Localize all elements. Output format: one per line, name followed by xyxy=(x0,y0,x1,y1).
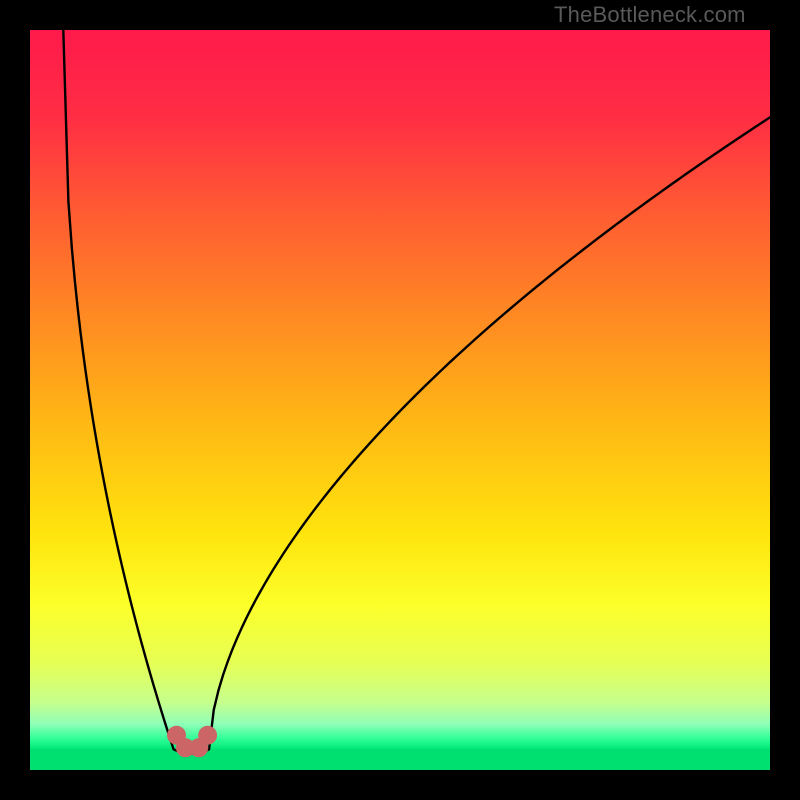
curve-layer xyxy=(30,30,770,770)
bottleneck-curve xyxy=(63,30,770,754)
valley-markers xyxy=(167,726,217,758)
plot-area xyxy=(30,30,770,770)
chart-frame: TheBottleneck.com xyxy=(0,0,800,800)
valley-marker xyxy=(198,726,217,745)
watermark-text: TheBottleneck.com xyxy=(554,2,746,28)
